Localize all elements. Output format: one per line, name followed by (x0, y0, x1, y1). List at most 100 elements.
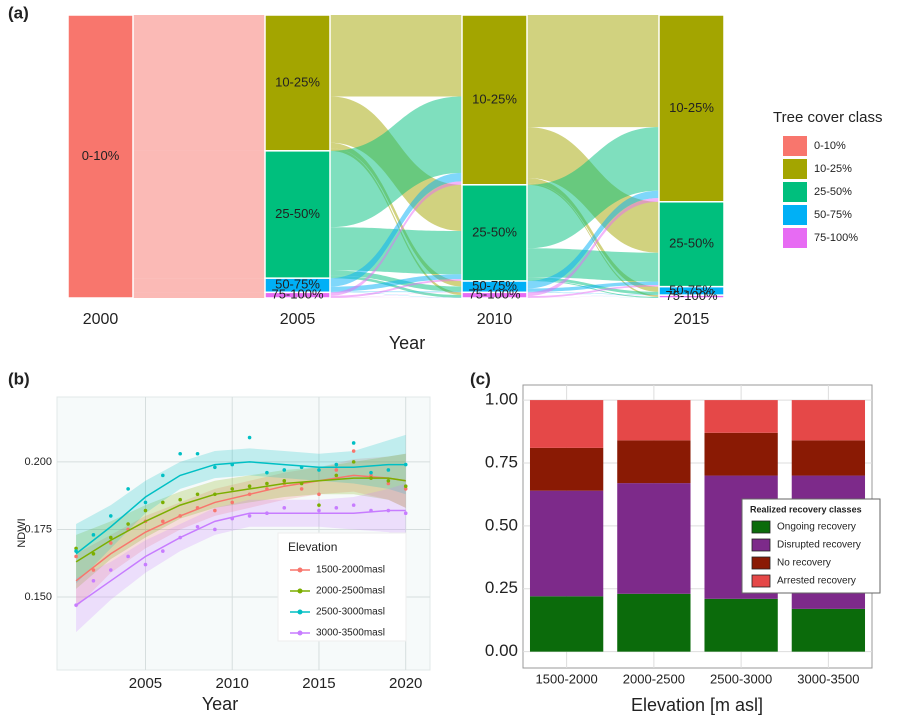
legend-title: Elevation (288, 540, 337, 554)
flow (527, 127, 659, 249)
stratum (461, 291, 528, 299)
data-point (143, 500, 148, 505)
fit-line (75, 461, 406, 555)
legend-swatch (783, 228, 807, 248)
data-point (143, 508, 148, 513)
data-point (161, 500, 165, 505)
data-point (403, 462, 408, 467)
flow (133, 15, 265, 151)
data-point (369, 508, 373, 513)
data-point (403, 487, 408, 491)
x-tick-label: 2010 (216, 675, 249, 692)
confidence-band (76, 453, 406, 608)
flow (330, 291, 462, 293)
data-point (178, 497, 182, 502)
legend-dot (297, 567, 303, 573)
stratum-label: 10-25% (275, 74, 320, 89)
x-axis-title: Year (202, 694, 238, 714)
x-tick-label: 2005 (280, 311, 316, 328)
stratum-label: 25-50% (669, 236, 714, 251)
legend-label: Disrupted recovery (777, 540, 861, 551)
stratum-label: 10-25% (669, 100, 714, 115)
data-point (74, 554, 78, 559)
flow (330, 279, 462, 298)
data-point (247, 484, 252, 488)
flow (527, 280, 659, 298)
data-point (334, 506, 339, 510)
flow (527, 291, 659, 296)
flow (527, 281, 659, 292)
legend-label: 50-75% (814, 209, 852, 221)
flow (330, 181, 462, 296)
data-point (178, 451, 182, 456)
data-point (91, 533, 96, 537)
data-point (282, 478, 287, 483)
fit-line (75, 477, 406, 563)
flow (330, 275, 462, 298)
stratum-label: 50-75% (275, 277, 320, 292)
flow (527, 15, 659, 128)
data-point (108, 535, 113, 540)
y-axis-title: NDWI (16, 518, 28, 547)
data-point (317, 508, 321, 513)
data-point (317, 492, 321, 497)
data-point (317, 503, 321, 507)
x-tick-label: 2500-3000 (710, 671, 772, 686)
legend-label: Arrested recovery (777, 576, 856, 587)
data-point (74, 603, 78, 607)
stratum (658, 201, 725, 288)
data-point (334, 473, 339, 478)
data-point (386, 508, 391, 513)
data-point (386, 478, 391, 483)
x-tick-label: 3000-3500 (797, 671, 859, 686)
x-axis-title: Year (389, 333, 425, 353)
bar-segment (791, 400, 866, 441)
legend-swatch (751, 538, 771, 552)
data-point (213, 492, 217, 497)
data-point (282, 506, 287, 510)
legend-label: 2000-2500masl (316, 586, 385, 597)
flow (527, 178, 659, 292)
y-tick-label: 0.25 (485, 578, 518, 597)
data-point (386, 481, 391, 486)
data-point (403, 511, 408, 516)
stratum-label: 50-75% (669, 282, 714, 297)
legend-swatch (783, 159, 807, 179)
data-point (317, 468, 321, 472)
data-point (91, 551, 96, 556)
x-tick-label: 2015 (674, 311, 710, 328)
confidence-band (76, 483, 406, 633)
data-point (126, 487, 130, 491)
data-point (195, 524, 200, 529)
y-tick-label: 0.00 (485, 641, 518, 660)
legend-label: 0-10% (814, 140, 846, 152)
data-point (178, 535, 182, 540)
fit-line (75, 509, 406, 606)
data-point (195, 451, 200, 456)
x-tick-label: 2000 (83, 311, 119, 328)
x-tick-label: 2015 (302, 675, 335, 692)
data-point (213, 508, 217, 513)
data-point (386, 468, 391, 472)
data-point (265, 481, 269, 486)
data-point (299, 481, 304, 486)
flow (330, 15, 462, 97)
flow (133, 278, 265, 293)
panel-label: (c) (470, 369, 491, 388)
bar-segment (791, 608, 866, 652)
bar-segment (529, 447, 604, 491)
data-point (351, 503, 356, 507)
data-point (74, 546, 78, 551)
data-point (265, 470, 269, 475)
data-point (213, 527, 217, 532)
legend-box (277, 532, 407, 642)
flow (330, 96, 462, 228)
panel-label: (b) (8, 369, 30, 388)
legend-swatch (751, 520, 771, 534)
confidence-band (76, 434, 406, 584)
legend-swatch (751, 556, 771, 570)
stratum-label: 75-100% (665, 288, 717, 303)
bar-segment (529, 400, 604, 448)
data-point (299, 487, 304, 491)
